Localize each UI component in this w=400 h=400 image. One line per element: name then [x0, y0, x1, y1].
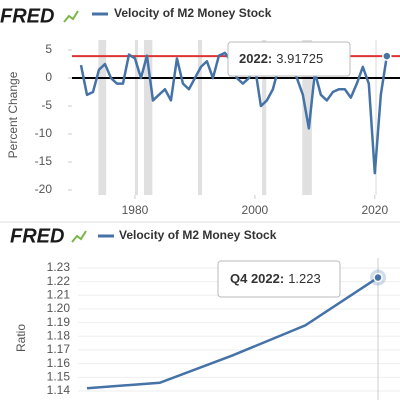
- y-tick-label: 1.18: [47, 328, 71, 342]
- y-axis-title: Ratio: [14, 324, 28, 352]
- tooltip-box: [217, 260, 341, 298]
- recession-shade: [197, 40, 203, 195]
- hover-marker: [373, 272, 383, 283]
- recession-shade: [262, 40, 267, 195]
- y-tick-label: 1.14: [47, 383, 71, 397]
- y-tick-label: -15: [35, 154, 53, 168]
- tooltip-value: 3.91725: [276, 51, 323, 66]
- y-tick-label: 1.22: [47, 274, 71, 288]
- tooltip: 2022: 3.91725: [239, 51, 323, 66]
- tooltip-label: 2022:: [239, 51, 272, 66]
- recession-shade: [375, 40, 377, 195]
- logo-icon: [63, 10, 79, 23]
- logo: FRED: [10, 225, 64, 247]
- y-tick-label: 5: [45, 42, 52, 56]
- y-tick-label: -20: [35, 182, 53, 196]
- x-tick-label: 2000: [242, 203, 269, 217]
- y-tick-label: 1.19: [47, 315, 71, 329]
- logo: FRED: [0, 5, 54, 27]
- legend-label: Velocity of M2 Money Stock: [114, 6, 272, 20]
- y-tick-label: -5: [41, 98, 52, 112]
- plots: 5 0 -5 -10 -15 -20 1980 2000 2020 2022: 3.91725 1.1…: [35, 40, 400, 400]
- y-tick-label: -10: [35, 126, 53, 140]
- y-tick-label: 1.16: [47, 356, 71, 370]
- y-tick-label: 1.15: [47, 369, 71, 383]
- tooltip-label: Q4 2022:: [230, 271, 284, 286]
- y-tick-label: 1.17: [47, 342, 71, 356]
- series-line: [86, 276, 379, 390]
- y-tick-label: 0: [45, 70, 52, 84]
- y-tick-label: 1.21: [47, 287, 71, 301]
- recession-shade: [134, 40, 138, 195]
- y-tick-label: 1.23: [47, 260, 71, 274]
- hover-marker: [382, 51, 392, 61]
- tooltip-value: 1.223: [288, 271, 321, 286]
- y-axis-title: Percent Change: [6, 71, 20, 158]
- recession-shade: [98, 40, 107, 195]
- legend-label: Velocity of M2 Money Stock: [119, 228, 277, 242]
- recession-shade: [143, 40, 153, 195]
- tooltip-box: [227, 41, 351, 77]
- tooltip: Q4 2022: 1.223: [230, 271, 321, 286]
- x-tick-label: 2020: [361, 203, 388, 217]
- y-tick-label: 1.20: [47, 301, 71, 315]
- x-tick-label: 1980: [122, 203, 149, 217]
- logo-icon: [71, 230, 87, 243]
